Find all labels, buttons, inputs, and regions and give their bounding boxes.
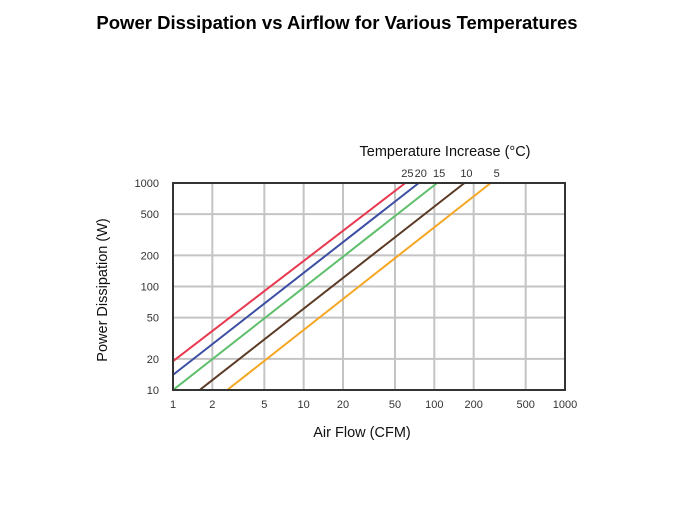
x-tick-label: 50	[389, 399, 401, 411]
chart-title: Power Dissipation vs Airflow for Various…	[96, 12, 578, 33]
x-tick-label: 5	[261, 399, 267, 411]
x-axis-label: Air Flow (CFM)	[313, 425, 410, 441]
x-tick-label: 10	[298, 399, 310, 411]
series-label-25: 25	[401, 168, 413, 180]
y-axis-label: Power Dissipation (W)	[95, 218, 111, 361]
x-tick-label: 200	[464, 399, 482, 411]
y-tick-label: 100	[141, 282, 159, 294]
y-tick-label: 10	[147, 385, 159, 397]
y-tick-label: 200	[141, 250, 159, 262]
series-label-5: 5	[494, 168, 500, 180]
y-tick-label: 1000	[135, 178, 159, 190]
y-tick-label: 500	[141, 209, 159, 221]
plot-border	[172, 182, 566, 391]
grid	[172, 182, 566, 391]
series-line-15	[172, 182, 438, 391]
x-tick-label: 100	[425, 399, 443, 411]
y-tick-label: 20	[147, 354, 159, 366]
series-lines	[172, 182, 492, 391]
x-tick-label: 1000	[553, 399, 577, 411]
ticks: 1 2 5 10 20 50 100 200 500 1000102050100200500100…	[135, 168, 578, 411]
series-line-5	[226, 182, 492, 391]
series-label-20: 20	[415, 168, 427, 180]
series-label-10: 10	[460, 168, 472, 180]
series-line-25	[172, 182, 406, 362]
x-tick-label: 500	[516, 399, 534, 411]
x-tick-label: 2	[209, 399, 215, 411]
series-label-15: 15	[433, 168, 445, 180]
series-line-10	[199, 182, 466, 391]
x-tick-label: 1	[170, 399, 176, 411]
y-tick-label: 50	[147, 313, 159, 325]
series-line-20	[172, 182, 420, 376]
legend-title: Temperature Increase (°C)	[360, 144, 531, 160]
x-tick-label: 20	[337, 399, 349, 411]
